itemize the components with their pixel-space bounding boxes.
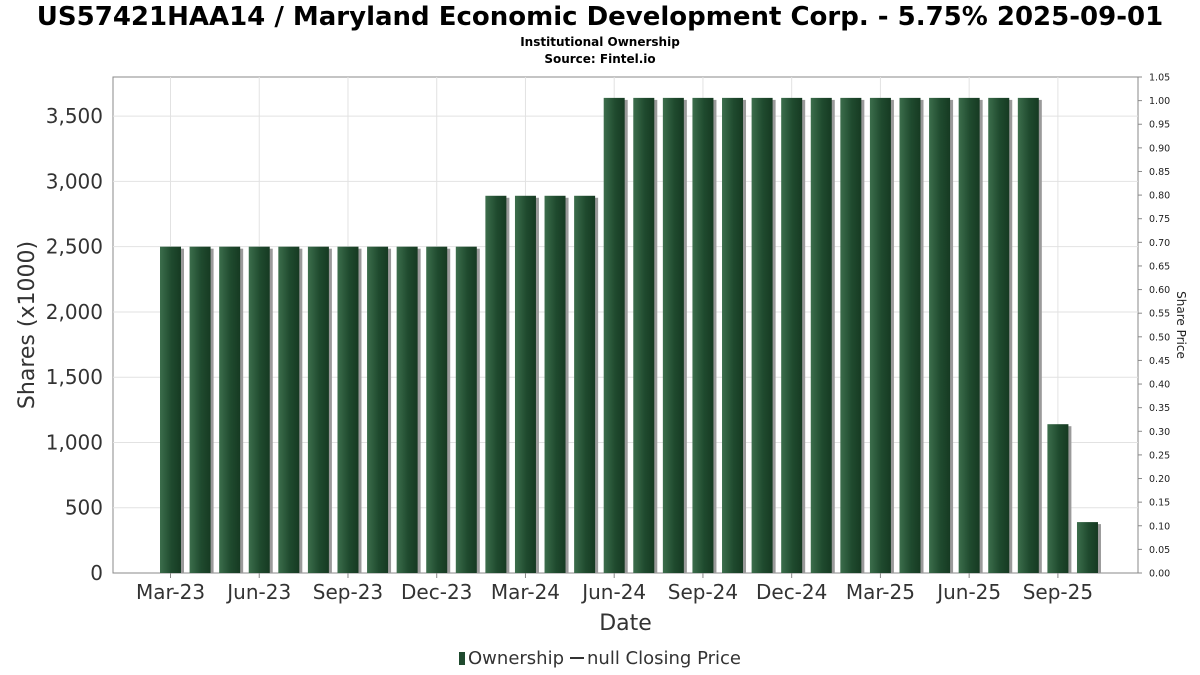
ownership-bar — [958, 97, 980, 573]
ownership-bar — [307, 246, 329, 573]
y2-tick-label: 0.75 — [1149, 214, 1170, 225]
x-tick-label: Mar-25 — [846, 580, 915, 604]
ownership-bar — [751, 97, 773, 573]
y2-tick-label: 0.40 — [1149, 380, 1170, 391]
y2-tick-label: 0.90 — [1149, 143, 1170, 154]
ownership-bar — [662, 97, 684, 573]
legend-ownership-label: Ownership — [468, 648, 565, 669]
y2-tick-label: 0.65 — [1149, 261, 1170, 272]
ownership-bar — [219, 246, 241, 573]
ownership-bar — [988, 97, 1010, 573]
ownership-bar — [722, 97, 744, 573]
y-tick-label: 1,000 — [46, 430, 103, 454]
x-tick-label: Dec-23 — [401, 580, 472, 604]
chart-title: US57421HAA14 / Maryland Economic Develop… — [36, 2, 1164, 32]
x-tick-label: Sep-23 — [313, 580, 383, 604]
ownership-bar — [278, 246, 300, 573]
x-tick-label: Mar-23 — [136, 580, 205, 604]
y2-tick-label: 0.50 — [1149, 332, 1170, 343]
y-tick-label: 2,000 — [46, 300, 103, 324]
y-tick-label: 2,500 — [46, 235, 103, 259]
ownership-bar — [426, 246, 448, 573]
x-tick-label: Dec-24 — [756, 580, 827, 604]
y2-tick-label: 0.80 — [1149, 191, 1170, 202]
price-legend-line — [570, 657, 585, 659]
y2-tick-label: 0.55 — [1149, 309, 1170, 320]
y2-tick-label: 1.05 — [1149, 73, 1170, 84]
ownership-bar — [544, 195, 566, 574]
y2-axis-label: Share Price — [1174, 291, 1188, 359]
x-axis-label: Date — [599, 611, 652, 636]
y2-tick-label: 0.30 — [1149, 427, 1170, 438]
y-tick-label: 500 — [65, 496, 103, 520]
y-axis-label: Shares (x1000) — [15, 241, 40, 409]
chart-subtitle: Institutional Ownership — [520, 35, 680, 49]
ownership-bar — [1047, 424, 1069, 573]
y2-tick-label: 0.45 — [1149, 356, 1170, 367]
ownership-bar — [840, 97, 862, 573]
ownership-bar — [396, 246, 418, 573]
y-tick-label: 1,500 — [46, 365, 103, 389]
legend-price-label: null Closing Price — [587, 648, 741, 669]
legend: Ownership null Closing Price — [0, 648, 1200, 669]
ownership-bar — [455, 246, 477, 573]
y2-tick-label: 0.10 — [1149, 521, 1170, 532]
x-tick-label: Jun-23 — [225, 580, 291, 604]
ownership-bar — [485, 195, 507, 574]
y-tick-label: 3,500 — [46, 104, 103, 128]
y2-tick-label: 1.00 — [1149, 96, 1170, 107]
y2-tick-label: 0.95 — [1149, 120, 1170, 131]
ownership-bar — [574, 195, 596, 574]
ownership-bar — [869, 97, 891, 573]
y2-tick-label: 0.85 — [1149, 167, 1170, 178]
ownership-bar — [899, 97, 921, 573]
y2-tick-label: 0.15 — [1149, 498, 1170, 509]
y2-tick-label: 0.20 — [1149, 474, 1170, 485]
x-tick-label: Jun-25 — [935, 580, 1001, 604]
x-tick-label: Mar-24 — [491, 580, 560, 604]
ownership-bar — [633, 97, 655, 573]
ownership-bar — [514, 195, 536, 574]
ownership-bar — [337, 246, 359, 573]
ownership-bar — [781, 97, 803, 573]
ownership-bar — [929, 97, 951, 573]
y2-tick-label: 0.25 — [1149, 450, 1170, 461]
ownership-bar — [160, 246, 181, 573]
ownership-bar — [603, 97, 625, 573]
y-tick-label: 0 — [90, 561, 103, 585]
ownership-bar — [189, 246, 211, 573]
ownership-legend-swatch — [459, 652, 466, 665]
y2-tick-label: 0.35 — [1149, 403, 1170, 414]
y-tick-label: 3,000 — [46, 169, 103, 193]
y2-tick-label: 0.60 — [1149, 285, 1170, 296]
ownership-bar — [367, 246, 389, 573]
y2-tick-label: 0.05 — [1149, 545, 1170, 556]
chart-source: Source: Fintel.io — [544, 52, 656, 66]
y2-tick-label: 0.70 — [1149, 238, 1170, 249]
ownership-bar — [1017, 97, 1039, 573]
ownership-bar — [810, 97, 832, 573]
ownership-bar — [692, 97, 714, 573]
ownership-bar — [248, 246, 270, 573]
y2-tick-label: 0.00 — [1149, 569, 1170, 580]
x-tick-label: Sep-24 — [668, 580, 738, 604]
x-tick-label: Sep-25 — [1023, 580, 1093, 604]
x-tick-label: Jun-24 — [580, 580, 646, 604]
ownership-bar — [1076, 522, 1098, 573]
